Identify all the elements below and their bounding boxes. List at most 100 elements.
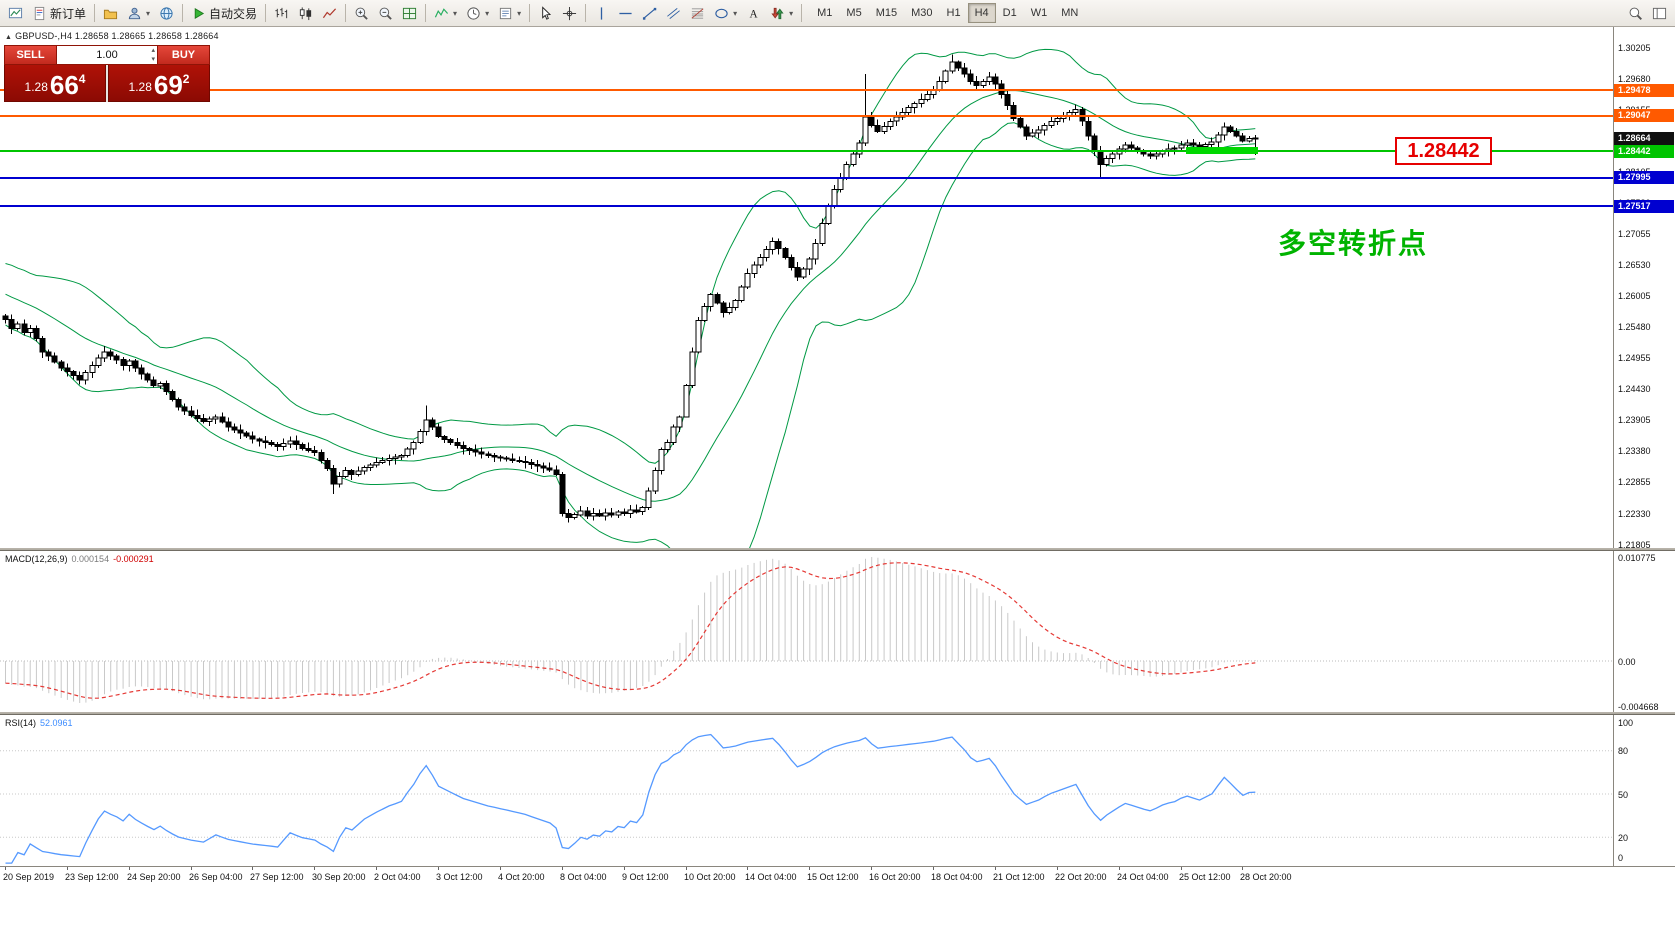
- profiles-button[interactable]: ▾: [123, 2, 154, 24]
- rsi-canvas[interactable]: [0, 715, 1613, 866]
- time-tick: [809, 867, 810, 870]
- timeframe-d1[interactable]: D1: [1002, 7, 1017, 19]
- dropdown-caret-icon[interactable]: ▾: [733, 8, 738, 18]
- sell-price-button[interactable]: 1.28 66 4: [4, 65, 106, 102]
- arrows-button[interactable]: ▾: [766, 2, 797, 24]
- time-tick: [562, 867, 563, 870]
- vertical-line-button[interactable]: [590, 2, 613, 24]
- charts-button[interactable]: [4, 2, 27, 24]
- market-button[interactable]: [155, 2, 178, 24]
- time-axis-label: 23 Sep 12:00: [65, 872, 119, 882]
- price-tick-label: 1.22330: [1618, 508, 1651, 519]
- bar-chart-button[interactable]: [270, 2, 293, 24]
- zoom-in-button[interactable]: [350, 2, 373, 24]
- dropdown-caret-icon[interactable]: ▾: [146, 8, 151, 18]
- timeframe-m1[interactable]: M1: [817, 7, 833, 19]
- dropdown-caret-icon[interactable]: ▾: [517, 8, 522, 18]
- spinner-down-icon[interactable]: ▾: [151, 56, 155, 63]
- periods-button[interactable]: ▾: [462, 2, 493, 24]
- macd-scale-label: 0.00: [1618, 656, 1636, 667]
- buy-price-button[interactable]: 1.28 69 2: [108, 65, 210, 102]
- time-tick: [871, 867, 872, 870]
- time-tick: [438, 867, 439, 870]
- time-axis-label: 8 Oct 04:00: [560, 872, 607, 882]
- tile-icon: [402, 6, 417, 21]
- bollinger-lower-band: [5, 122, 1256, 548]
- timeframe-h4[interactable]: H4: [967, 3, 996, 23]
- crosshair-icon: [562, 6, 577, 21]
- spinner-up-icon[interactable]: ▴: [151, 47, 155, 54]
- toolbars-button[interactable]: [1648, 2, 1671, 24]
- timeframe-m5[interactable]: M5: [846, 7, 862, 19]
- timeframe-m30[interactable]: M30: [911, 7, 933, 19]
- timeframe-m15[interactable]: M15: [875, 7, 898, 19]
- time-axis-label: 4 Oct 20:00: [498, 872, 545, 882]
- panel-splitter[interactable]: [0, 712, 1675, 715]
- time-tick: [995, 867, 996, 870]
- line-chart-button[interactable]: [318, 2, 341, 24]
- candlestick-chart-button[interactable]: [294, 2, 317, 24]
- zoom-out-button[interactable]: [374, 2, 397, 24]
- templates-button[interactable]: ▾: [494, 2, 525, 24]
- rsi-panel[interactable]: RSI(14) 52.0961: [0, 715, 1613, 866]
- play-icon: [191, 6, 206, 21]
- bid-price-big: 66: [49, 70, 79, 100]
- new-order-button[interactable]: 新订单: [28, 2, 90, 24]
- history-center-button[interactable]: [99, 2, 122, 24]
- collapse-panel-icon[interactable]: ▲: [5, 34, 13, 41]
- ask-price-big: 69: [153, 70, 183, 100]
- trendline-button[interactable]: [638, 2, 661, 24]
- timeframe-group: M1 M5 M15 M30 H1 H4 D1 W1 MN: [810, 3, 1085, 23]
- volume-input[interactable]: 1.00 ▴ ▾: [57, 45, 157, 65]
- buy-button[interactable]: BUY: [157, 45, 210, 65]
- time-axis-label: 15 Oct 12:00: [807, 872, 859, 882]
- dropdown-caret-icon[interactable]: ▾: [453, 8, 458, 18]
- horizontal-line-button[interactable]: [614, 2, 637, 24]
- clock-icon: [466, 6, 481, 21]
- fibonacci-button[interactable]: [686, 2, 709, 24]
- rsi-label: RSI(14) 52.0961: [5, 718, 73, 728]
- time-tick: [67, 867, 68, 870]
- timeframe-mn[interactable]: MN: [1061, 7, 1079, 19]
- channel-icon: [666, 6, 681, 21]
- rsi-scale-label: 0: [1618, 853, 1624, 863]
- timeframe-h1[interactable]: H1: [946, 7, 961, 19]
- volume-spinner[interactable]: ▴ ▾: [151, 46, 155, 64]
- macd-scale-label: 0.010775: [1618, 552, 1656, 563]
- price-tick-label: 1.29680: [1618, 73, 1651, 84]
- dropdown-caret-icon[interactable]: ▾: [485, 8, 490, 18]
- price-chart-panel[interactable]: ▲ GBPUSD-,H4 1.28658 1.28665 1.28658 1.28…: [0, 27, 1613, 548]
- chartwin-icon: [8, 6, 23, 21]
- crosshair-button[interactable]: [558, 2, 581, 24]
- time-axis-label: 9 Oct 12:00: [622, 872, 669, 882]
- auto-trading-button[interactable]: 自动交易: [187, 2, 261, 24]
- price-chart-canvas[interactable]: [0, 27, 1613, 548]
- time-tick: [252, 867, 253, 870]
- time-scale[interactable]: 20 Sep 2019 23 Sep 12:00 24 Sep 20:00 26 Se…: [0, 866, 1675, 950]
- search-button[interactable]: [1624, 2, 1647, 24]
- macd-canvas[interactable]: [0, 551, 1613, 712]
- indicator-icon: [434, 6, 449, 21]
- equidistant-channel-button[interactable]: [662, 2, 685, 24]
- sell-button[interactable]: SELL: [4, 45, 57, 65]
- time-axis-label: 24 Sep 20:00: [127, 872, 181, 882]
- macd-signal-line: [5, 562, 1256, 699]
- chart-annotation-text[interactable]: 多空转折点: [1278, 228, 1429, 259]
- candlesticks: [2, 54, 1259, 523]
- time-tick: [1242, 867, 1243, 870]
- dropdown-caret-icon[interactable]: ▾: [789, 8, 794, 18]
- vline-icon: [594, 6, 609, 21]
- macd-panel[interactable]: MACD(12,26,9) 0.000154 -0.000291: [0, 551, 1613, 712]
- price-scale[interactable]: 1.302051.296801.291551.286301.281051.275…: [1613, 27, 1675, 866]
- cursor-icon: [538, 5, 553, 21]
- panel-splitter[interactable]: [0, 548, 1675, 551]
- price-callout-label[interactable]: 1.28442: [1395, 137, 1492, 165]
- shapes-button[interactable]: ▾: [710, 2, 741, 24]
- tile-windows-button[interactable]: [398, 2, 421, 24]
- text-label-button[interactable]: A: [742, 2, 765, 24]
- price-tick-label: 1.23380: [1618, 446, 1651, 457]
- template-icon: [498, 6, 513, 21]
- timeframe-w1[interactable]: W1: [1030, 7, 1048, 19]
- cursor-button[interactable]: [534, 2, 557, 24]
- indicators-button[interactable]: ▾: [430, 2, 461, 24]
